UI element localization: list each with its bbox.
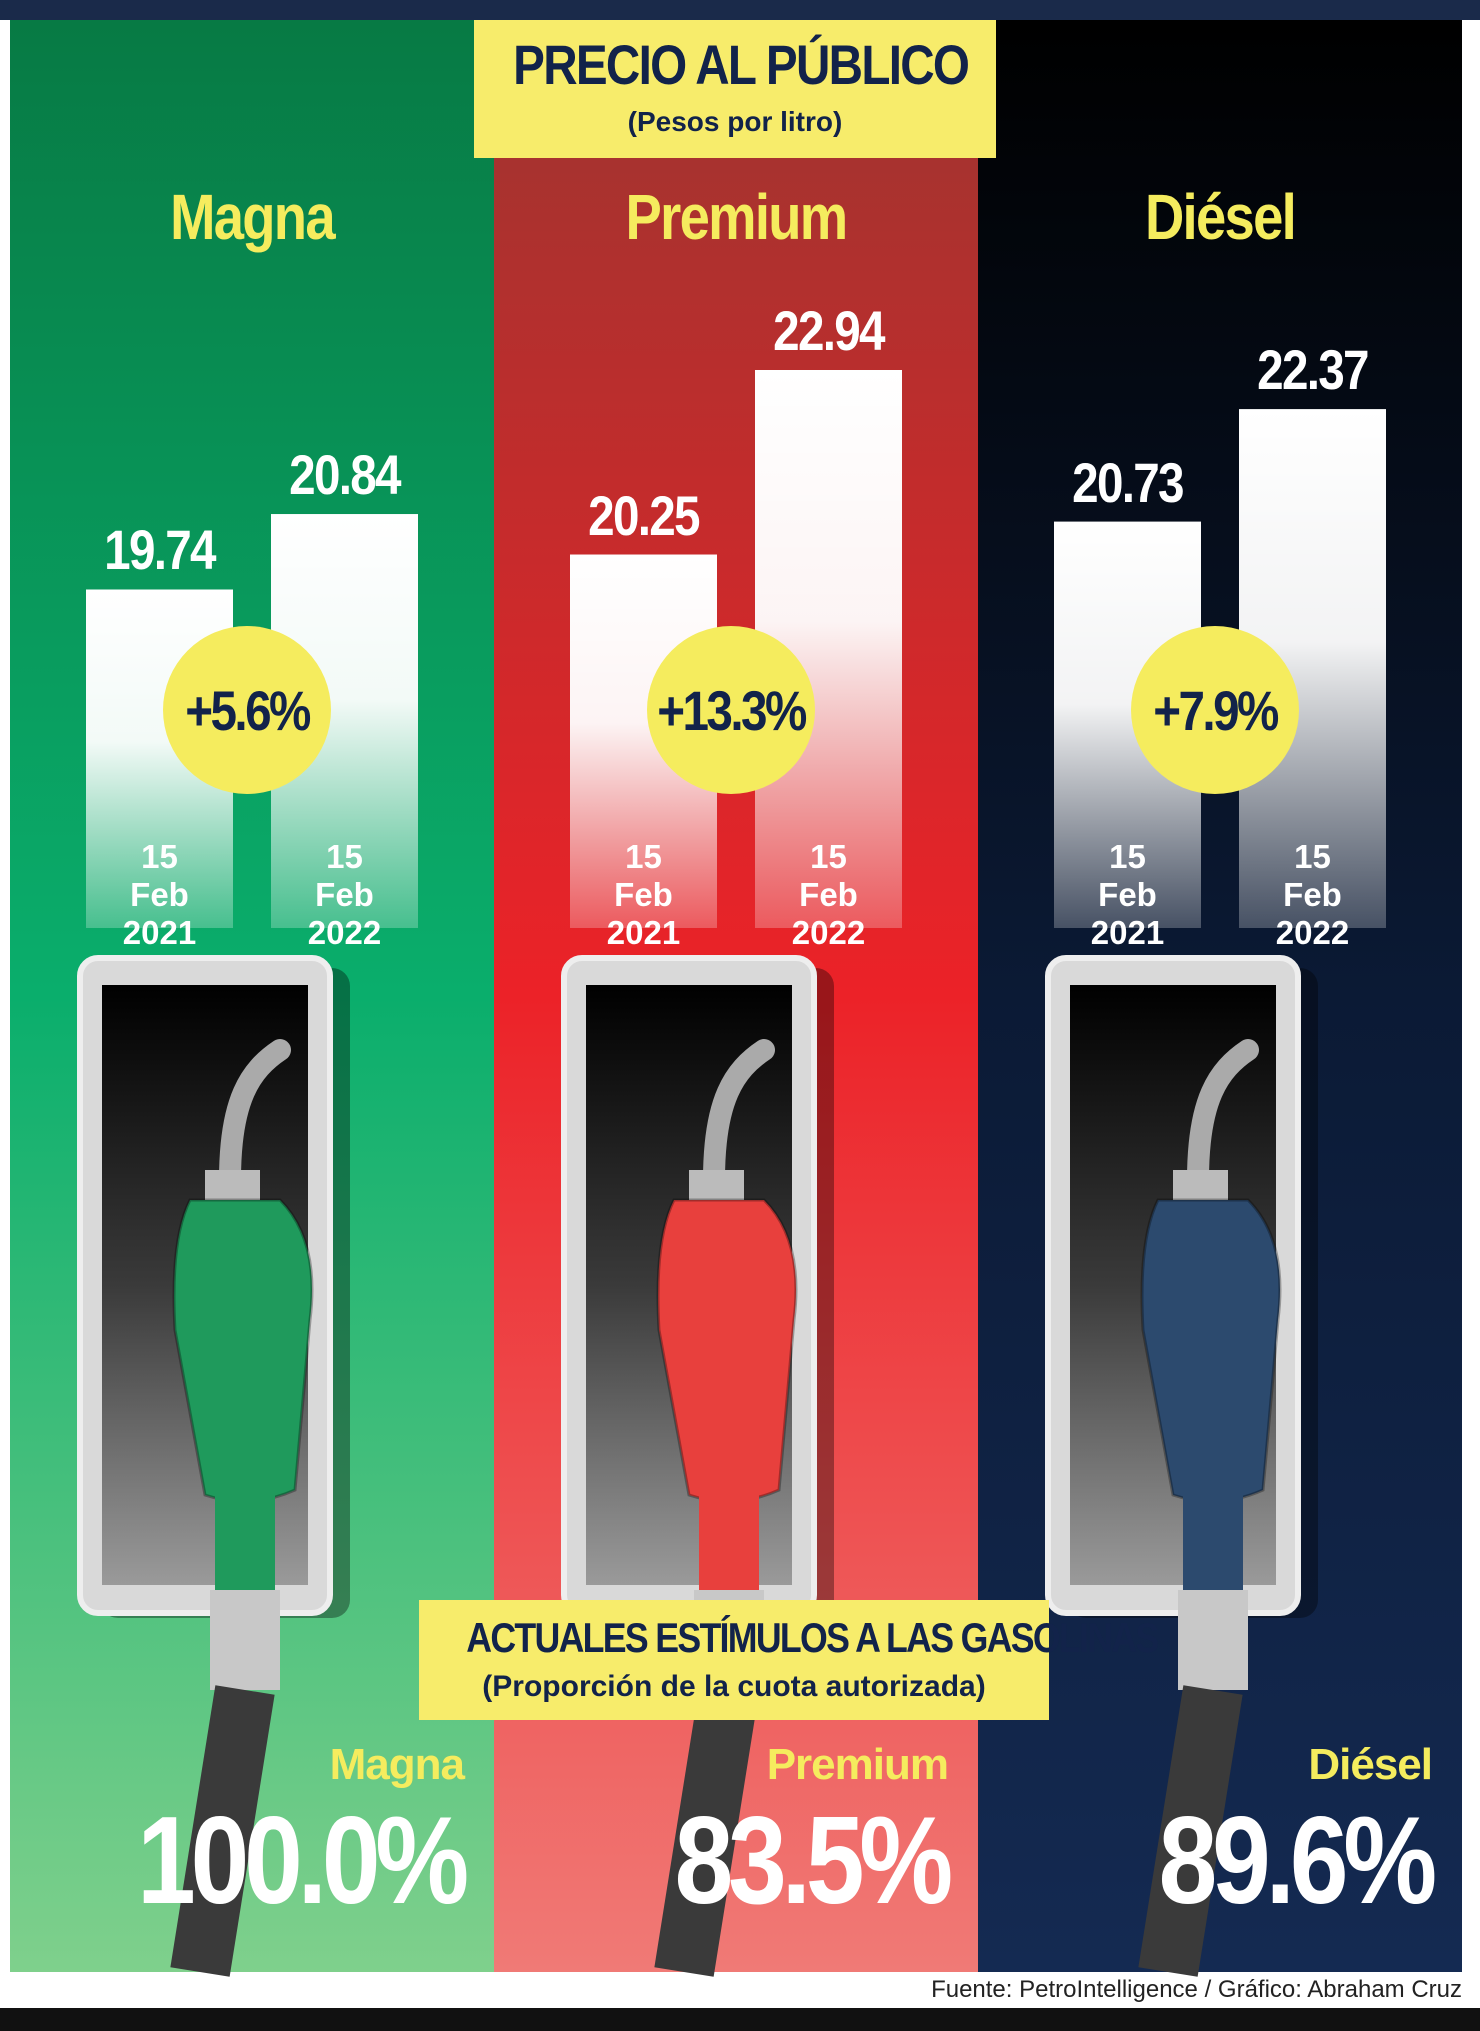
nozzle-neck xyxy=(1183,1495,1243,1595)
nozzle-collar xyxy=(689,1170,744,1200)
bottom-bar xyxy=(0,2008,1480,2031)
x-tick-label: 15 Feb 2021 xyxy=(1054,838,1201,952)
x-tick-label: 15 Feb 2022 xyxy=(755,838,902,952)
stimulus-name: Premium xyxy=(494,1740,948,1790)
change-label: +7.9% xyxy=(1130,678,1300,743)
hose-ferrule xyxy=(210,1590,280,1690)
x-tick-label: 15 Feb 2021 xyxy=(86,838,233,952)
value-label: 19.74 xyxy=(72,517,248,582)
x-tick-label: 15 Feb 2022 xyxy=(271,838,418,952)
nozzle-collar xyxy=(1173,1170,1228,1200)
value-label: 22.94 xyxy=(741,298,917,363)
value-label: 20.84 xyxy=(257,442,433,507)
stimulus-title: ACTUALES ESTÍMULOS A LAS GASOLINAS xyxy=(466,1614,1002,1662)
nozzle-collar xyxy=(205,1170,260,1200)
stimulus-value: 100.0% xyxy=(78,1790,464,1932)
stimulus-name: Magna xyxy=(10,1740,464,1790)
top-bar xyxy=(0,0,1480,20)
source: Fuente: PetroIntelligence / Gráfico: Abr… xyxy=(931,1976,1462,2004)
header-title: PRECIO AL PÚBLICO xyxy=(513,32,957,97)
panel-title: Diésel xyxy=(1014,180,1425,254)
infographic: Magna 19.74 15 Feb 2021 20.84 15 Feb 2022 +5.… xyxy=(0,0,1480,2031)
nozzle-neck xyxy=(215,1495,275,1595)
x-tick-label: 15 Feb 2021 xyxy=(570,838,717,952)
stimulus-value: 89.6% xyxy=(1046,1790,1432,1932)
panel-title: Premium xyxy=(530,180,941,254)
x-tick-label: 15 Feb 2022 xyxy=(1239,838,1386,952)
change-label: +13.3% xyxy=(646,678,816,743)
value-label: 20.73 xyxy=(1040,450,1216,515)
stimulus-value: 83.5% xyxy=(562,1790,948,1932)
value-label: 20.25 xyxy=(556,483,732,548)
value-label: 22.37 xyxy=(1225,337,1401,402)
header-subtitle: (Pesos por litro) xyxy=(474,106,996,138)
panel-title: Magna xyxy=(46,180,457,254)
nozzle-neck xyxy=(699,1495,759,1595)
change-label: +5.6% xyxy=(162,678,332,743)
hose-ferrule xyxy=(1178,1590,1248,1690)
stimulus-name: Diésel xyxy=(978,1740,1432,1790)
stimulus-subtitle: (Proporción de la cuota autorizada) xyxy=(419,1670,1049,1704)
